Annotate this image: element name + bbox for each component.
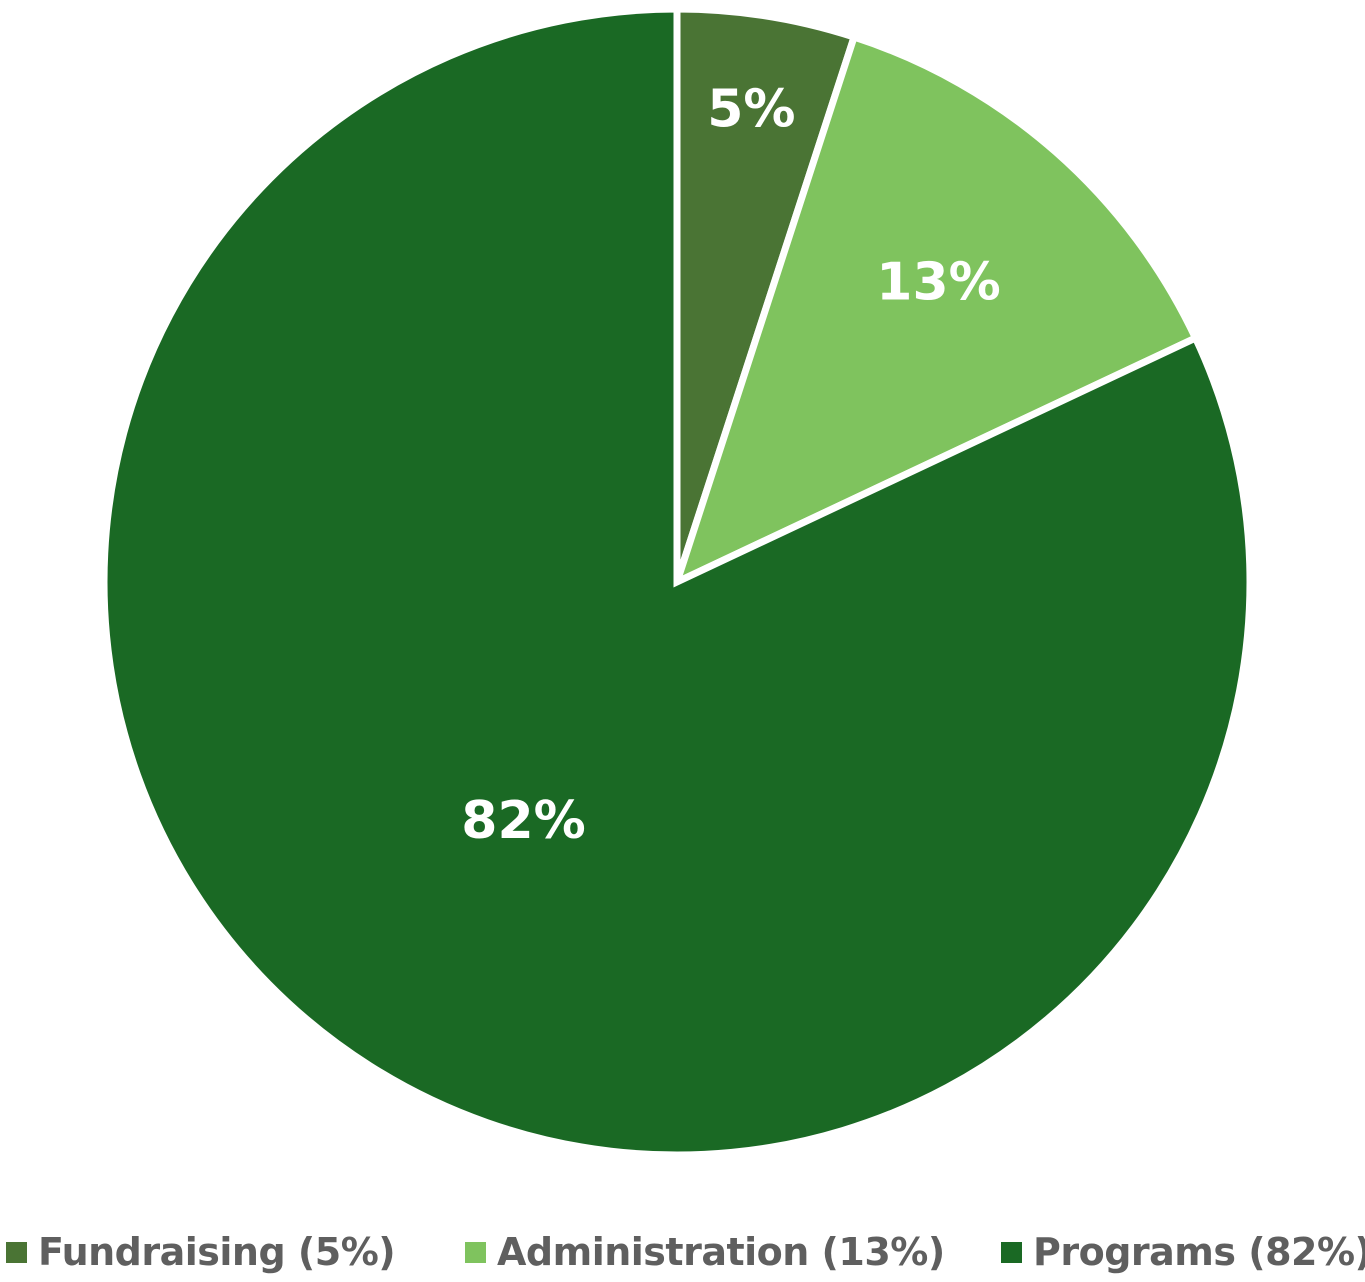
legend-label-administration: Administration (13%) — [497, 1230, 945, 1274]
legend-swatch-programs — [1001, 1241, 1022, 1263]
legend-item-administration: Administration (13%) — [465, 1222, 945, 1282]
pie-slice-administration — [671, 32, 1201, 589]
data-label-administration: 13% — [876, 252, 1000, 312]
legend-label-programs: Programs (82%) — [1033, 1230, 1365, 1274]
pie-data-labels: 5% 13% 82% — [461, 79, 1000, 851]
legend-label-fundraising: Fundraising (5%) — [38, 1230, 396, 1274]
pie-slice-programs — [100, 5, 1254, 1159]
legend-swatch-fundraising — [6, 1241, 27, 1263]
legend-item-programs: Programs (82%) — [1001, 1222, 1365, 1282]
legend-swatch-administration — [465, 1241, 486, 1263]
data-label-fundraising: 5% — [707, 79, 795, 139]
pie-chart: 5% 13% 82% — [100, 5, 1254, 1159]
data-label-programs: 82% — [461, 791, 585, 851]
legend-item-fundraising: Fundraising (5%) — [6, 1222, 396, 1282]
chart-legend: Fundraising (5%) Administration (13%) Pr… — [0, 1222, 1365, 1282]
pie-slices — [100, 5, 1254, 1159]
